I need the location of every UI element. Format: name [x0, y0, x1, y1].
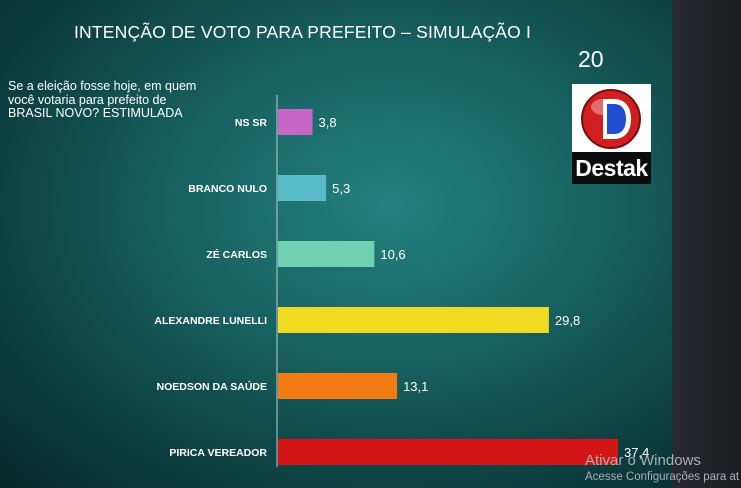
bar [278, 307, 549, 333]
value-label: 37,4 [624, 445, 649, 460]
slide-background: INTENÇÃO DE VOTO PARA PREFEITO – SIMULAÇ… [0, 0, 672, 488]
bar [278, 109, 313, 135]
category-label: PIRICA VEREADOR [169, 447, 267, 459]
value-label: 3,8 [319, 115, 337, 130]
bar [278, 439, 618, 465]
category-label: BRANCO NULO [188, 183, 267, 195]
value-label: 29,8 [555, 313, 580, 328]
destak-logo: Destak [572, 84, 651, 184]
value-label: 13,1 [403, 379, 428, 394]
logo-disc-icon [581, 89, 641, 149]
category-label: NS SR [235, 117, 268, 129]
bar [278, 175, 327, 201]
slide-number: 20 [578, 46, 604, 72]
chart-title: INTENÇÃO DE VOTO PARA PREFEITO – SIMULAÇ… [74, 22, 532, 42]
value-label: 5,3 [332, 181, 350, 196]
window-edge [672, 0, 741, 488]
windows-activation-subtitle: Acesse Configurações para at [585, 471, 740, 483]
category-label: ALEXANDRE LUNELLI [154, 315, 267, 327]
category-label: ZÉ CARLOS [206, 248, 267, 261]
value-label: 10,6 [380, 247, 405, 262]
bar [278, 373, 398, 399]
bar-chart: NS SR 3,8 BRANCO NULO 5,3 ZÉ CARLOS 10,6 ALEXA… [154, 95, 649, 467]
survey-question: Se a eleição fosse hoje, em quem você vo… [8, 79, 197, 120]
windows-activation-title: Ativar o Windows [585, 452, 701, 469]
category-label: NOEDSON DA SAÚDE [157, 380, 267, 393]
bar [278, 241, 375, 267]
logo-text: Destak [572, 152, 651, 184]
